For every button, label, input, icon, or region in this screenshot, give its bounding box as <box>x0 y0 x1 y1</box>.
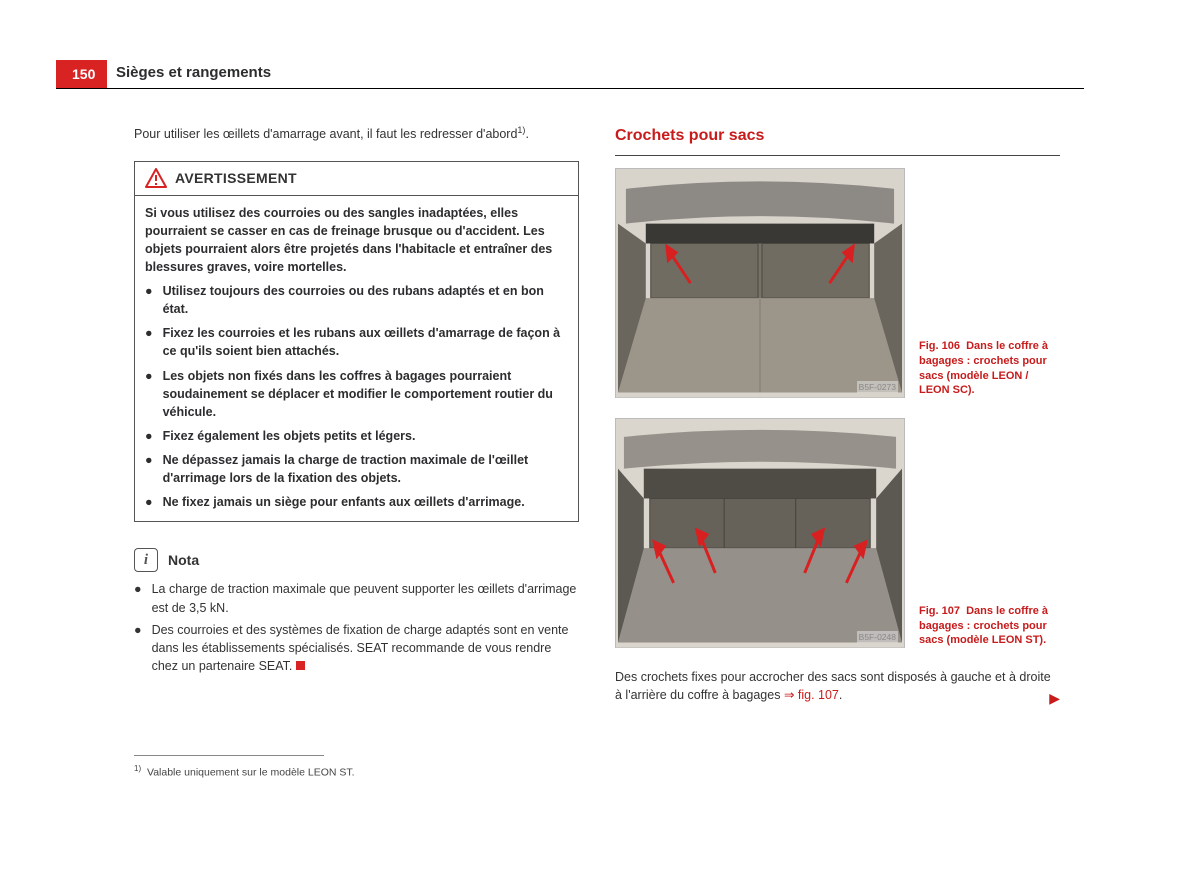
warning-bullet: ●Ne fixez jamais un siège pour enfants a… <box>145 493 568 511</box>
intro-footnote-marker: 1) <box>517 125 525 135</box>
figure-caption: Fig. 106 Dans le coffre à bagages : croc… <box>919 339 1053 398</box>
nota-body: ●La charge de traction maximale que peuv… <box>134 580 579 675</box>
figure-image: B5F-0248 <box>615 418 905 648</box>
warning-bullet-text: Ne fixez jamais un siège pour enfants au… <box>163 493 525 511</box>
warning-bullet: ●Utilisez toujours des courroies ou des … <box>145 282 568 318</box>
footnote-marker: 1) <box>134 764 141 773</box>
warning-bullet-text: Utilisez toujours des courroies ou des r… <box>163 282 568 318</box>
nota-bullet-text: Des courroies et des systèmes de fixatio… <box>152 623 569 673</box>
body-paragraph: Des crochets fixes pour accrocher des sa… <box>615 668 1060 704</box>
warning-lead: Si vous utilisez des courroies ou des sa… <box>145 204 568 277</box>
warning-box: AVERTISSEMENT Si vous utilisez des courr… <box>134 161 579 522</box>
continue-arrow-icon: ▶ <box>1049 688 1060 708</box>
section-title: Crochets pour sacs <box>615 124 1060 156</box>
warning-bullet-text: Ne dépassez jamais la charge de traction… <box>163 451 568 487</box>
left-column: Pour utiliser les œillets d'amarrage ava… <box>134 124 579 836</box>
nota-bullet: ●Des courroies et des systèmes de fixati… <box>134 621 579 675</box>
warning-bullet: ●Fixez les courroies et les rubans aux œ… <box>145 324 568 360</box>
figure-caption: Fig. 107 Dans le coffre à bagages : croc… <box>919 604 1053 649</box>
warning-triangle-icon <box>145 168 167 188</box>
warning-header: AVERTISSEMENT <box>135 162 578 195</box>
section-end-icon <box>296 661 305 670</box>
footnote-divider <box>134 755 324 756</box>
figure-label: Fig. 107 <box>919 605 960 617</box>
info-icon: i <box>134 548 158 572</box>
nota-bullet: ●La charge de traction maximale que peuv… <box>134 580 579 616</box>
nota-block: i Nota ●La charge de traction maximale q… <box>134 548 579 675</box>
figure-row: B5F-0248 Fig. 107 Dans le coffre à bagag… <box>615 418 1060 648</box>
warning-body: Si vous utilisez des courroies ou des sa… <box>135 196 578 522</box>
figure-cross-ref[interactable]: ⇒ fig. 107 <box>784 688 839 702</box>
warning-bullet-text: Les objets non fixés dans les coffres à … <box>163 367 568 421</box>
warning-bullet: ●Les objets non fixés dans les coffres à… <box>145 367 568 421</box>
figure-label: Fig. 106 <box>919 340 960 352</box>
footnote: 1) Valable uniquement sur le modèle LEON… <box>134 764 355 779</box>
nota-header: i Nota <box>134 548 579 572</box>
warning-bullet: ●Fixez également les objets petits et lé… <box>145 427 568 445</box>
figure-image: B5F-0273 <box>615 168 905 398</box>
warning-bullet-text: Fixez également les objets petits et lég… <box>163 427 416 445</box>
trunk-illustration <box>616 169 904 397</box>
warning-bullet: ●Ne dépassez jamais la charge de tractio… <box>145 451 568 487</box>
figure-row: B5F-0273 Fig. 106 Dans le coffre à bagag… <box>615 168 1060 398</box>
figure-code: B5F-0248 <box>857 631 898 643</box>
footnote-text: Valable uniquement sur le modèle LEON ST… <box>147 766 355 778</box>
warning-title: AVERTISSEMENT <box>175 168 297 188</box>
page-section-title: Sièges et rangements <box>116 64 271 81</box>
warning-bullet-text: Fixez les courroies et les rubans aux œi… <box>163 324 568 360</box>
figure-code: B5F-0273 <box>857 381 898 393</box>
right-column: Crochets pour sacs <box>615 124 1060 836</box>
intro-text: Pour utiliser les œillets d'amarrage ava… <box>134 127 517 141</box>
page-number: 150 <box>56 60 107 88</box>
body-text-post: . <box>839 688 842 702</box>
nota-bullet-text: La charge de traction maximale que peuve… <box>152 580 579 616</box>
nota-title: Nota <box>168 550 199 570</box>
trunk-illustration <box>616 419 904 647</box>
intro-paragraph: Pour utiliser les œillets d'amarrage ava… <box>134 124 579 143</box>
header-divider <box>56 88 1084 89</box>
page-content: Pour utiliser les œillets d'amarrage ava… <box>134 124 1084 836</box>
